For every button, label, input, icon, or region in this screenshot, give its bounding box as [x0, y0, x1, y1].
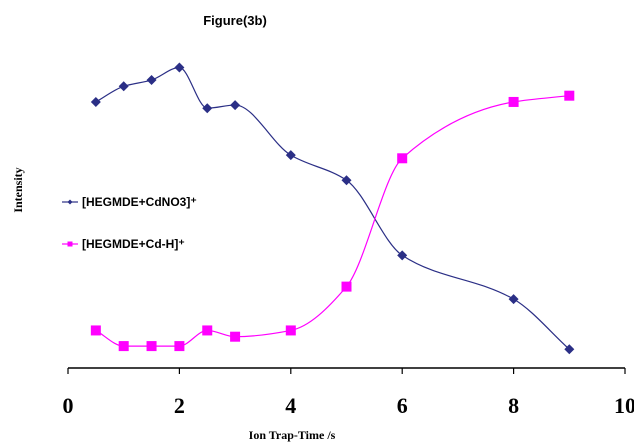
legend: [HEGMDE+CdNO3]⁺ [HEGMDE+Cd-H]⁺: [62, 195, 197, 251]
x-tick-label: 8: [508, 393, 519, 418]
x-tick-label: 2: [174, 393, 185, 418]
chart-title: Figure(3b): [203, 13, 267, 28]
x-tick-label: 0: [63, 393, 74, 418]
data-point: [202, 103, 213, 114]
data-point: [285, 150, 296, 161]
data-point: [146, 341, 157, 352]
data-point: [118, 81, 129, 92]
legend-item: [HEGMDE+CdNO3]⁺: [62, 195, 197, 209]
x-axis-label: Ion Trap-Time /s: [249, 428, 336, 442]
legend-marker: [67, 199, 73, 205]
data-point: [202, 325, 213, 336]
series-1: [90, 62, 575, 355]
data-point: [564, 344, 575, 355]
series-2: [90, 90, 575, 352]
data-point: [90, 325, 101, 336]
data-point: [230, 100, 241, 111]
data-point: [118, 341, 129, 352]
data-point: [230, 331, 241, 342]
legend-marker: [67, 241, 73, 247]
legend-label: [HEGMDE+Cd-H]⁺: [82, 237, 185, 251]
data-point: [397, 250, 408, 261]
y-axis-label: Intensity: [11, 167, 25, 212]
x-axis-ticks: 0 2 4 6 8 10: [63, 368, 634, 418]
data-point: [285, 325, 296, 336]
data-point: [508, 96, 519, 107]
data-point: [341, 281, 352, 292]
data-point: [90, 96, 101, 107]
legend-label: [HEGMDE+CdNO3]⁺: [82, 195, 197, 209]
data-point: [564, 90, 575, 101]
data-point: [174, 341, 185, 352]
data-point: [397, 153, 408, 164]
legend-item: [HEGMDE+Cd-H]⁺: [62, 237, 185, 251]
data-point: [146, 75, 157, 86]
series-layer: [90, 62, 575, 355]
data-point: [174, 62, 185, 73]
data-point: [341, 175, 352, 186]
series-line: [95, 95, 570, 347]
data-point: [508, 294, 519, 305]
x-tick-label: 10: [614, 393, 634, 418]
x-tick-label: 6: [397, 393, 408, 418]
x-tick-label: 4: [285, 393, 296, 418]
